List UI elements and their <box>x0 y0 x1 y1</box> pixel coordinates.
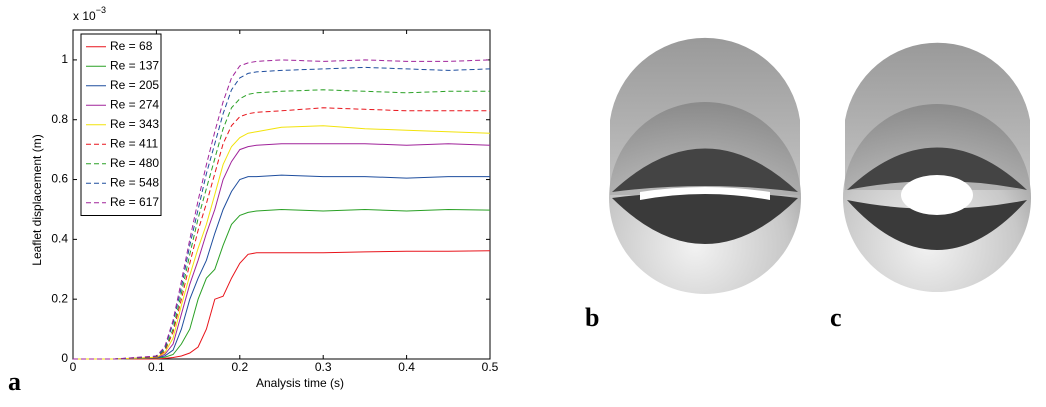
data-line <box>73 66 491 360</box>
legend-label: Re = 68 <box>110 39 153 53</box>
y-multiplier: x 10−3 <box>73 5 106 23</box>
panel-label: c <box>830 303 842 332</box>
legend-label: Re = 274 <box>110 97 159 111</box>
legend-label: Re = 411 <box>110 136 158 150</box>
y-multiplier-exponent: −3 <box>96 5 106 15</box>
legend-label: Re = 548 <box>110 175 159 189</box>
data-line <box>73 107 490 360</box>
legend: Re = 68 Re = 137 Re = 205 Re = 274 Re = 343 R… <box>80 33 162 216</box>
x-tick-label: 0.2 <box>231 360 248 374</box>
x-tick-label: 0.1 <box>148 360 165 374</box>
y-tick-label: 1 <box>61 52 68 66</box>
y-axis-label: Leaflet displacement (m) <box>30 134 44 265</box>
y-tick-label: 0 <box>61 351 68 365</box>
x-tick-label: 0 <box>70 360 77 374</box>
x-tick-label: 0.5 <box>482 360 499 374</box>
y-tick-label: 0.6 <box>51 172 68 186</box>
data-line <box>73 143 491 360</box>
y-tick-label: 0.4 <box>51 232 68 246</box>
x-tick-label: 0.3 <box>315 360 332 374</box>
panel-label: b <box>585 303 599 332</box>
valve-image-b <box>609 37 801 294</box>
valve-image-c <box>843 42 1031 292</box>
y-multiplier-base: x 10 <box>73 9 96 23</box>
legend-label: Re = 617 <box>110 195 159 209</box>
data-line <box>73 59 491 360</box>
chart: Analysis time (s) Leaflet displacement (… <box>30 5 498 390</box>
data-line <box>73 125 491 360</box>
data-line <box>73 208 491 360</box>
x-axis-label: Analysis time (s) <box>256 376 344 390</box>
legend-label: Re = 480 <box>110 156 159 170</box>
y-tick-label: 0.2 <box>51 291 68 305</box>
legend-label: Re = 343 <box>110 117 159 131</box>
data-line <box>73 174 490 360</box>
data-line <box>73 89 490 360</box>
data-line <box>73 250 491 360</box>
legend-label: Re = 137 <box>110 58 159 72</box>
x-tick-label: 0.4 <box>398 360 415 374</box>
legend-label: Re = 205 <box>110 78 159 92</box>
y-tick-label: 0.8 <box>51 112 68 126</box>
panel-label: a <box>8 367 21 396</box>
